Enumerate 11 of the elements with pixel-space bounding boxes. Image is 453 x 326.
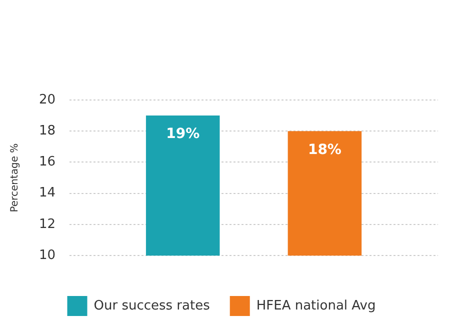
y-tick-label: 14 bbox=[38, 186, 56, 201]
y-tick-label: 16 bbox=[38, 154, 56, 170]
legend-label: Our success rates bbox=[94, 298, 210, 314]
y-tick-label: 18 bbox=[38, 123, 56, 138]
data-label: 18% bbox=[308, 142, 342, 158]
y-tick-label: 10 bbox=[38, 248, 56, 263]
y-tick-label: 20 bbox=[38, 92, 56, 108]
y-tick-label: 12 bbox=[38, 216, 56, 232]
data-label: 19% bbox=[166, 126, 200, 142]
legend-label: HFEA national Avg bbox=[256, 298, 376, 314]
y-axis-title: Percentage % bbox=[10, 143, 21, 212]
